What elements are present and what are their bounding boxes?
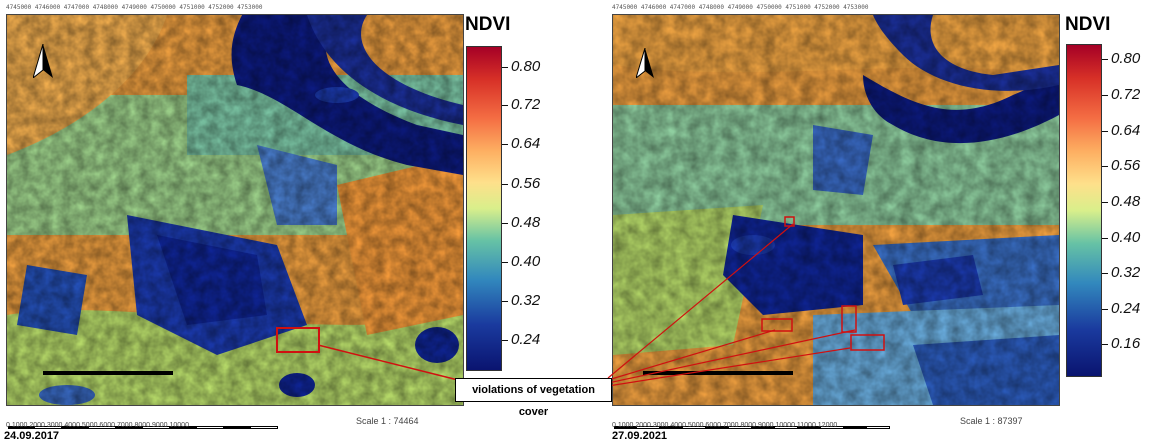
- left-tick-032: 0.32: [502, 292, 540, 309]
- left-map-raster: [7, 15, 463, 405]
- left-tick-056: 0.56: [502, 175, 540, 192]
- right-scalebar-numbers: 0 1000 2000 3000 4000 5000 6000 7000 800…: [612, 422, 838, 429]
- right-tick-040: 0.40: [1102, 229, 1140, 246]
- left-scalebar: [8, 416, 278, 429]
- left-ndvi-map: [6, 14, 464, 406]
- right-tick-048: 0.48: [1102, 193, 1140, 210]
- right-tick-080: 0.80: [1102, 50, 1140, 67]
- left-tick-072: 0.72: [502, 96, 540, 113]
- left-ndvi-color-ramp: [466, 46, 502, 371]
- right-tick-056: 0.56: [1102, 157, 1140, 174]
- north-arrow-left: [32, 43, 53, 83]
- left-date: 24.09.2017: [4, 430, 60, 442]
- left-frame-coordinates: 4745000 4746000 4747000 4748000 4749000 …: [6, 4, 263, 11]
- left-tick-048: 0.48: [502, 214, 540, 231]
- north-arrow-right: [635, 47, 654, 83]
- right-scale-ratio: Scale 1 : 87397: [960, 416, 1023, 426]
- left-scalebar-numbers: 0 1000 2000 3000 4000 5000 6000 7000 800…: [6, 422, 189, 429]
- left-tick-064: 0.64: [502, 135, 540, 152]
- violation-box-left: [276, 327, 320, 353]
- right-tick-072: 0.72: [1102, 86, 1140, 103]
- violations-callout: violations of vegetation cover: [455, 378, 612, 418]
- right-frame-coordinates: 4745000 4746000 4747000 4748000 4749000 …: [612, 4, 869, 11]
- right-map-raster: [613, 15, 1059, 405]
- right-ndvi-map: [612, 14, 1060, 406]
- right-scalebar: [614, 416, 890, 429]
- right-ndvi-color-ramp: [1066, 44, 1102, 377]
- right-legend-title: NDVI: [1065, 14, 1111, 35]
- left-legend-title: NDVI: [465, 14, 511, 35]
- right-tick-016: 0.16: [1102, 335, 1140, 352]
- left-tick-040: 0.40: [502, 253, 540, 270]
- left-tick-080: 0.80: [502, 58, 540, 75]
- right-tick-064: 0.64: [1102, 122, 1140, 139]
- left-tick-024: 0.24: [502, 331, 540, 348]
- left-scale-ratio: Scale 1 : 74464: [356, 416, 419, 426]
- right-date: 27.09.2021: [612, 430, 668, 442]
- right-tick-024: 0.24: [1102, 300, 1140, 317]
- right-tick-032: 0.32: [1102, 264, 1140, 281]
